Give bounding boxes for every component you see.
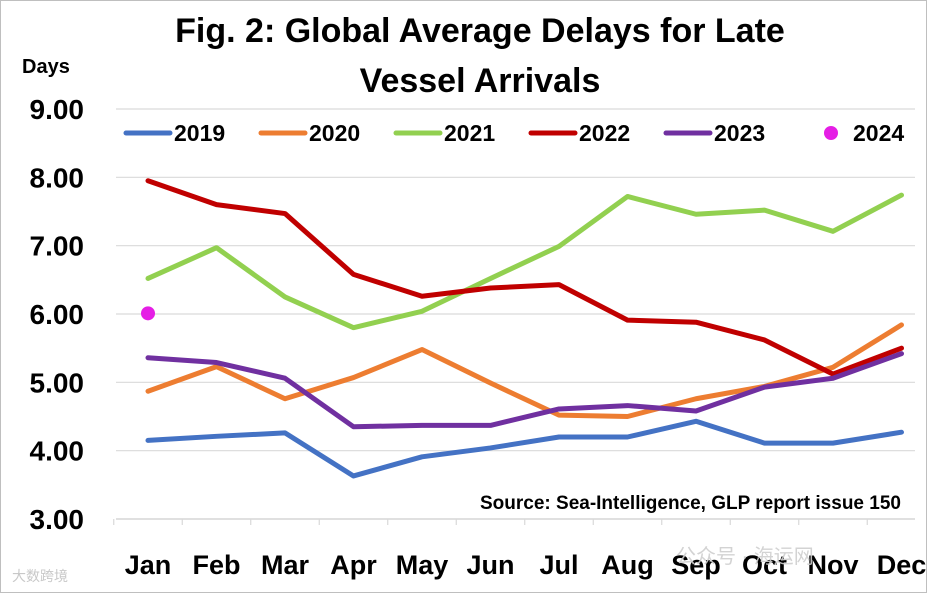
x-tick-label: Aug bbox=[601, 550, 653, 580]
y-axis-ticks: 3.00 4.00 5.00 6.00 7.00 8.00 9.00 bbox=[30, 94, 85, 535]
y-tick-label: 3.00 bbox=[30, 504, 85, 535]
y-axis-label: Days bbox=[22, 56, 70, 78]
chart-title-line2: Vessel Arrivals bbox=[359, 62, 601, 100]
legend-label-2019: 2019 bbox=[174, 120, 225, 146]
x-tick-label: May bbox=[396, 550, 449, 580]
watermark-right: 公众号 · 海运网 bbox=[676, 546, 814, 568]
x-tick-label: Jun bbox=[466, 550, 514, 580]
x-tick-label: Mar bbox=[261, 550, 310, 580]
x-tick-label: Jan bbox=[125, 550, 172, 580]
y-tick-label: 4.00 bbox=[30, 436, 85, 467]
series-line-2019 bbox=[145, 418, 904, 479]
series-lines bbox=[141, 178, 904, 479]
y-tick-label: 6.00 bbox=[30, 299, 85, 330]
legend-swatch-2024 bbox=[824, 126, 838, 140]
series-point-2024 bbox=[141, 306, 155, 321]
x-axis-ticks: Jan Feb Mar Apr May Jun Jul Aug Sep Oct Nov Dec bbox=[113, 518, 927, 580]
watermark-left: 大数跨境 bbox=[12, 568, 68, 584]
x-tick-label: Nov bbox=[807, 550, 858, 580]
series-line-2022 bbox=[145, 178, 904, 377]
x-tick-label: Feb bbox=[192, 550, 240, 580]
y-tick-label: 5.00 bbox=[30, 367, 85, 398]
source-note: Source: Sea-Intelligence, GLP report iss… bbox=[478, 493, 903, 515]
x-tick-label: Jul bbox=[539, 550, 578, 580]
chart-title-line1: Fig. 2: Global Average Delays for Late bbox=[175, 12, 785, 50]
x-tick-label: Apr bbox=[330, 550, 377, 580]
y-tick-label: 9.00 bbox=[30, 94, 85, 125]
legend-label-2022: 2022 bbox=[579, 120, 630, 146]
legend-label-2024: 2024 bbox=[853, 120, 904, 146]
x-tick-label: Oct bbox=[742, 550, 787, 580]
gridlines bbox=[116, 108, 915, 520]
legend: 2019 2020 2021 2022 2023 2024 bbox=[123, 120, 904, 146]
x-tick-label: Sep bbox=[671, 550, 721, 580]
y-tick-label: 7.00 bbox=[30, 231, 85, 262]
legend-label-2021: 2021 bbox=[444, 120, 495, 146]
x-tick-label: Dec bbox=[877, 550, 927, 580]
series-line-2023 bbox=[145, 351, 904, 430]
legend-label-2020: 2020 bbox=[309, 120, 360, 146]
series-line-2021 bbox=[145, 192, 904, 331]
y-tick-label: 8.00 bbox=[30, 162, 85, 193]
legend-label-2023: 2023 bbox=[714, 120, 765, 146]
